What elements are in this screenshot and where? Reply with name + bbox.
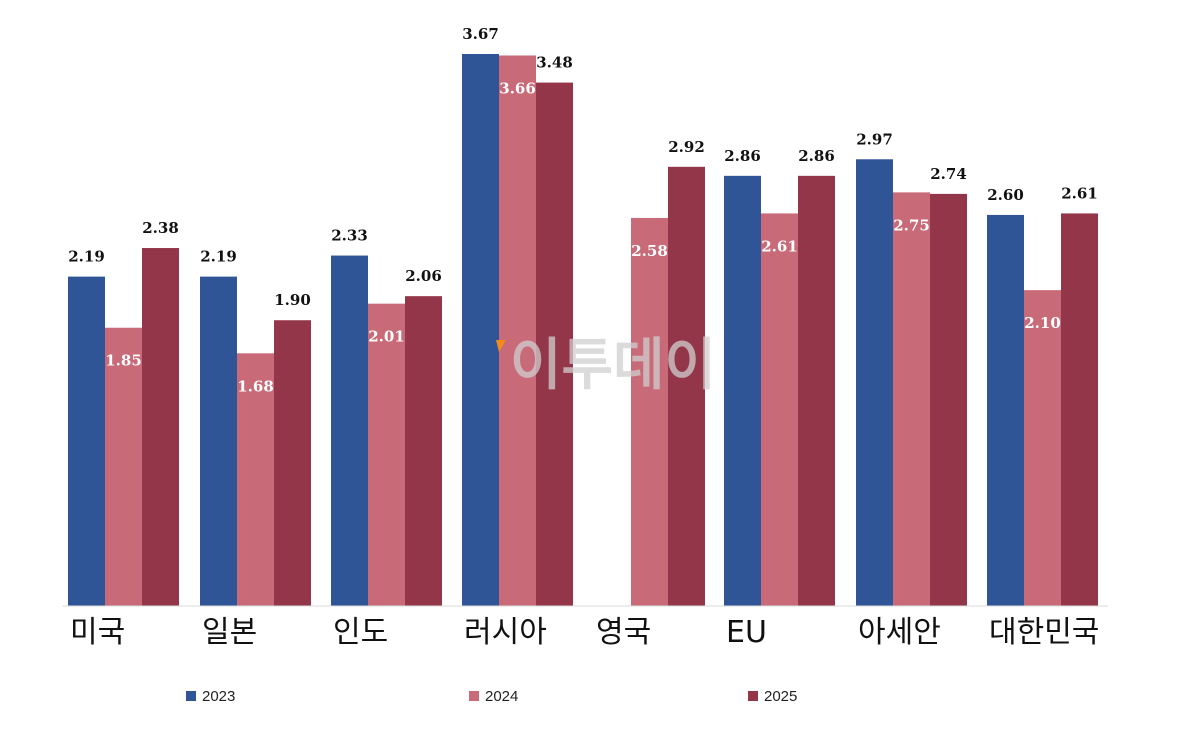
- legend-label-2023: 2023: [202, 688, 235, 705]
- legend-label-2024: 2024: [485, 688, 518, 705]
- bar-2024-1: [237, 353, 274, 606]
- bar-2024-0: [105, 327, 142, 606]
- data-label: 2.75: [893, 216, 930, 234]
- category-labels-layer: 미국 일본 인도 러시아 영국 EU 아세안 대한민국: [70, 615, 1099, 650]
- category-label: 영국: [596, 615, 651, 650]
- watermark-accent-icon: [496, 340, 506, 352]
- bar-2025-0: [142, 248, 179, 606]
- bar-2025-5: [798, 175, 835, 607]
- bar-2024-7: [1024, 290, 1061, 606]
- bar-2024-5: [761, 213, 798, 607]
- data-label: 2.60: [987, 186, 1024, 204]
- data-label: 3.67: [462, 25, 499, 43]
- data-label: 2.10: [1024, 314, 1061, 332]
- bar-2025-3: [536, 82, 573, 607]
- category-label: 미국: [70, 615, 125, 650]
- bar-2023-3: [462, 54, 499, 606]
- data-label: 1.90: [274, 291, 311, 309]
- legend: 2023 2024 2025: [186, 688, 797, 705]
- data-label: 2.38: [142, 219, 179, 237]
- data-label: 2.61: [1061, 184, 1098, 202]
- bar-2025-1: [274, 320, 311, 606]
- bar-2024-2: [368, 303, 405, 606]
- data-label: 3.66: [499, 80, 536, 98]
- bar-2023-0: [68, 276, 105, 606]
- bar-2025-7: [1061, 213, 1098, 607]
- data-label: 2.06: [405, 267, 442, 285]
- bar-2023-5: [724, 175, 761, 607]
- bar-2024-4: [631, 217, 668, 607]
- bar-2023-1: [200, 276, 237, 606]
- data-label: 2.97: [856, 130, 893, 148]
- bar-2024-3: [499, 55, 536, 606]
- watermark-text: 이투데이: [510, 333, 716, 398]
- data-label: 2.58: [631, 242, 668, 260]
- data-label: 1.85: [105, 352, 142, 370]
- category-label: 일본: [202, 615, 257, 650]
- bar-2025-6: [930, 193, 967, 606]
- bars-layer: [68, 54, 1098, 607]
- data-label: 3.48: [536, 54, 573, 72]
- data-label: 2.19: [68, 248, 105, 266]
- value-labels-layer: 2.19 1.85 2.38 2.19 1.68 1.90 2.33 2.01 2.06 3.67…: [68, 25, 1098, 395]
- watermark: 이투데이: [496, 333, 716, 398]
- category-label: 인도: [333, 615, 388, 650]
- bar-2023-6: [856, 159, 893, 606]
- legend-swatch-2024: [469, 691, 479, 701]
- data-label: 2.61: [761, 237, 798, 255]
- category-label: EU: [726, 615, 767, 650]
- legend-label-2025: 2025: [764, 688, 797, 705]
- legend-swatch-2025: [748, 691, 758, 701]
- data-label: 1.68: [237, 377, 274, 395]
- data-label: 2.01: [368, 328, 405, 346]
- bar-2024-6: [893, 192, 930, 606]
- data-label: 2.86: [798, 147, 835, 165]
- category-label: 러시아: [464, 615, 547, 650]
- data-label: 2.33: [331, 227, 368, 245]
- bar-2023-7: [987, 214, 1024, 607]
- data-label: 2.92: [668, 138, 705, 156]
- category-label: 대한민국: [989, 615, 1099, 650]
- data-label: 2.86: [724, 147, 761, 165]
- bar-2023-2: [331, 255, 368, 607]
- data-label: 2.19: [200, 248, 237, 266]
- category-label: 아세안: [858, 615, 941, 650]
- data-label: 2.74: [930, 165, 967, 183]
- bar-2025-2: [405, 296, 442, 606]
- bar-2025-4: [668, 166, 705, 607]
- legend-swatch-2023: [186, 691, 196, 701]
